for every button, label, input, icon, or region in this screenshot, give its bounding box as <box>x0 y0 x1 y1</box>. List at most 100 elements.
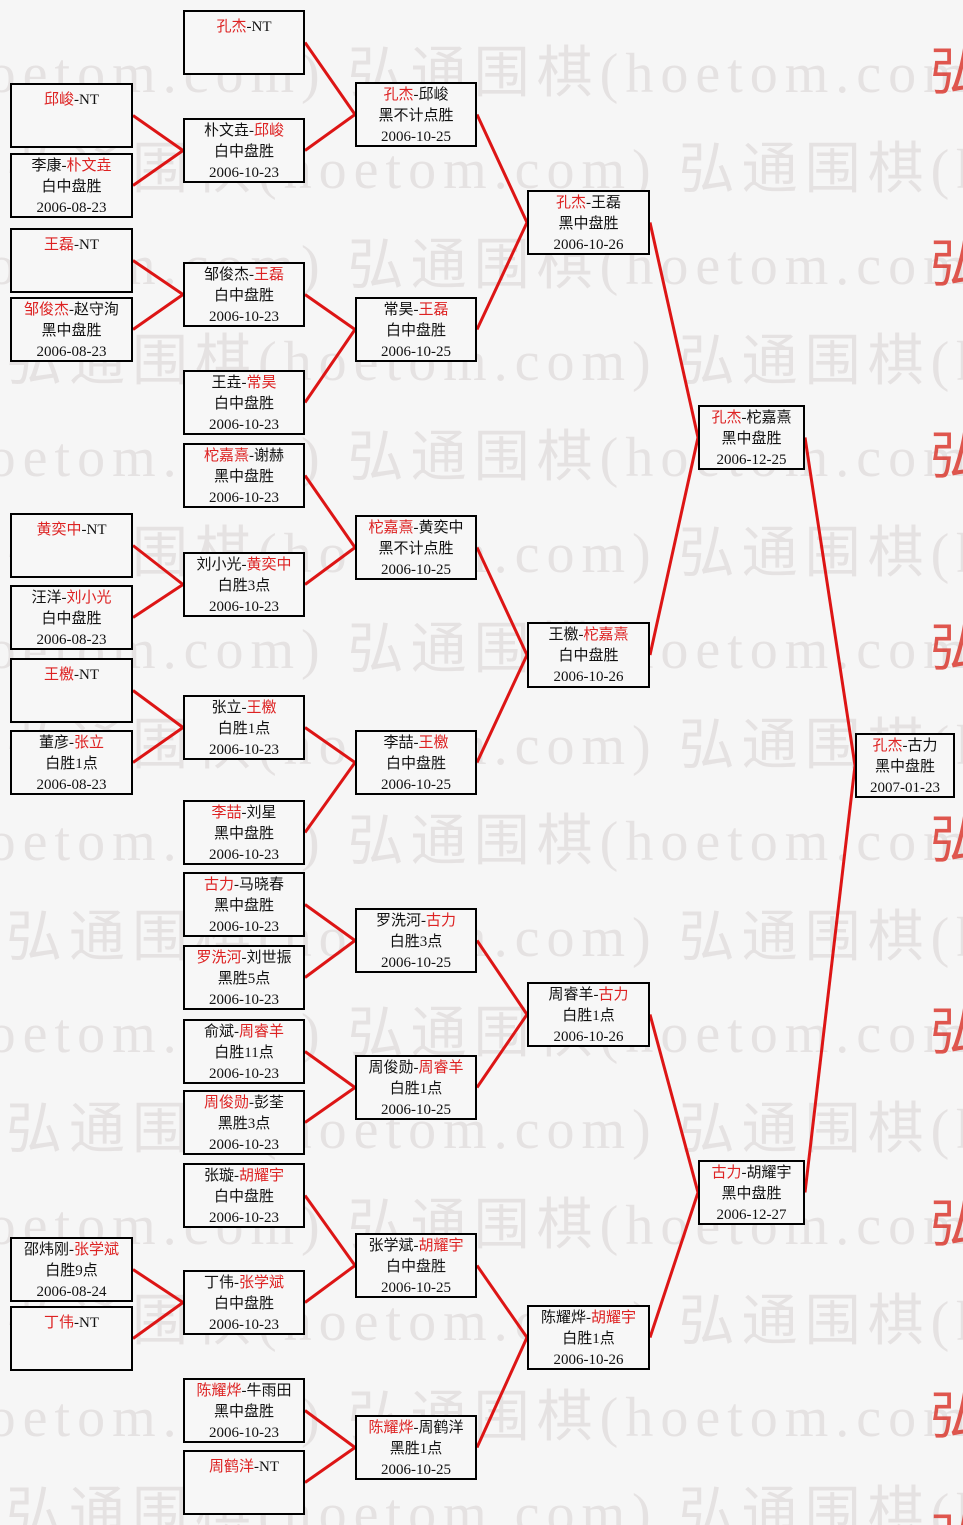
match-players: 常昊-王磊 <box>383 302 449 318</box>
match-players: 王磊-NT <box>43 237 99 253</box>
connector-line <box>475 939 529 1016</box>
watermark-red-glyph: 弘 <box>930 813 963 870</box>
match-box[interactable]: 孔杰-古力 黑中盘胜 2007-01-23 <box>855 733 955 798</box>
match-box[interactable]: 孔杰-邱峻 黑不计点胜 2006-10-25 <box>355 82 477 147</box>
match-box[interactable]: 王檄-柁嘉熹 白中盘胜 2006-10-26 <box>527 622 650 688</box>
match-result: 黑中盘胜 <box>558 216 619 232</box>
match-box[interactable]: 邵炜刚-张学斌 白胜9点 2006-08-24 <box>10 1237 133 1302</box>
match-box[interactable]: 王垚-常昊 白中盘胜 2006-10-23 <box>183 370 305 435</box>
match-box[interactable]: 李康-朴文垚 白中盘胜 2006-08-23 <box>10 153 133 218</box>
player-name: 汪洋 <box>31 590 62 606</box>
winner-name: 孔杰 <box>383 87 414 103</box>
match-box[interactable]: 陈耀烨-周鹤洋 黑胜1点 2006-10-25 <box>355 1415 477 1480</box>
connector-line <box>304 726 356 764</box>
watermark-red-glyph: 弘 <box>930 1005 963 1062</box>
winner-name: 周鹤洋 <box>208 1459 254 1475</box>
match-box[interactable]: 俞斌-周睿羊 白胜11点 2006-10-23 <box>183 1019 305 1084</box>
match-box[interactable]: 刘小光-黄奕中 白胜3点 2006-10-23 <box>183 552 305 617</box>
match-box[interactable]: 周鹤洋-NT <box>183 1450 305 1515</box>
match-box[interactable]: 周睿羊-古力 白胜1点 2006-10-26 <box>527 982 650 1047</box>
player-name: NT <box>251 19 272 35</box>
match-box[interactable]: 古力-胡耀宇 黑中盘胜 2006-12-27 <box>698 1160 805 1225</box>
match-date: 2006-08-24 <box>36 1284 107 1300</box>
match-box[interactable]: 丁伟-NT <box>10 1306 133 1371</box>
match-date: 2006-10-25 <box>381 562 451 578</box>
match-box[interactable]: 古力-马晓春 黑中盘胜 2006-10-23 <box>183 872 305 937</box>
match-box[interactable]: 邹俊杰-赵守洵 黑中盘胜 2006-08-23 <box>10 297 133 362</box>
match-result: 黑不计点胜 <box>378 541 454 557</box>
match-players: 刘小光-黄奕中 <box>196 557 292 573</box>
match-date: 2006-10-25 <box>381 1102 451 1118</box>
connector-line <box>304 1409 356 1449</box>
match-date: 2006-10-23 <box>209 1210 279 1226</box>
match-box[interactable]: 张立-王檄 白胜1点 2006-10-23 <box>183 695 305 760</box>
match-players: 张学斌-胡耀宇 <box>368 1238 464 1254</box>
match-box[interactable]: 董彦-张立 白胜1点 2006-08-23 <box>10 730 133 795</box>
match-date: 2006-10-25 <box>381 1280 451 1296</box>
match-box[interactable]: 邱峻-NT <box>10 83 133 148</box>
watermark-text: 弘通围棋(hoetom.com) 弘通围棋(hoetom.com) 弘通围棋(h… <box>0 619 963 681</box>
match-result: 黑胜5点 <box>217 971 271 987</box>
connector-line <box>304 1264 356 1304</box>
player-name: 胡耀宇 <box>746 1165 792 1181</box>
winner-name: 王檄 <box>418 735 449 751</box>
match-players: 邹俊杰-王磊 <box>203 267 285 283</box>
match-box[interactable]: 周俊勋-彭荃 黑胜3点 2006-10-23 <box>183 1090 305 1155</box>
match-box[interactable]: 柁嘉熹-黄奕中 黑不计点胜 2006-10-25 <box>355 515 477 580</box>
connector-line <box>132 689 184 729</box>
match-players: 周鹤洋-NT <box>208 1459 279 1475</box>
match-players: 黄奕中-NT <box>36 522 107 538</box>
match-date: 2006-10-25 <box>381 344 451 360</box>
winner-name: 张学斌 <box>74 1242 120 1258</box>
match-box[interactable]: 朴文垚-邱峻 白中盘胜 2006-10-23 <box>183 118 305 183</box>
match-box[interactable]: 黄奕中-NT <box>10 513 133 578</box>
winner-name: 孔杰 <box>555 195 586 211</box>
player-name: 周俊勋 <box>368 1060 414 1076</box>
match-box[interactable]: 汪洋-刘小光 白中盘胜 2006-08-23 <box>10 585 133 650</box>
match-box[interactable]: 常昊-王磊 白中盘胜 2006-10-25 <box>355 297 477 362</box>
match-players: 丁伟-张学斌 <box>203 1275 285 1291</box>
connector-line <box>475 1013 529 1089</box>
connector-line <box>303 1194 357 1267</box>
match-box[interactable]: 罗洗河-古力 白胜3点 2006-10-25 <box>355 908 477 973</box>
match-box[interactable]: 孔杰-NT <box>183 10 305 75</box>
match-players: 李喆-王檄 <box>383 735 449 751</box>
player-name: NT <box>79 92 99 108</box>
match-box[interactable]: 李喆-王檄 白中盘胜 2006-10-25 <box>355 730 477 795</box>
match-result: 黑中盘胜 <box>213 469 274 485</box>
match-date: 2006-10-23 <box>209 1066 279 1082</box>
match-date: 2007-01-23 <box>870 780 940 796</box>
match-result: 白胜1点 <box>562 1008 615 1024</box>
match-box[interactable]: 王檄-NT <box>10 658 133 723</box>
watermark-text: 弘通围棋(hoetom.com) 弘通围棋(hoetom.com) 弘通围棋(h… <box>6 1099 963 1161</box>
match-box[interactable]: 孔杰-柁嘉熹 黑中盘胜 2006-12-25 <box>698 405 805 470</box>
match-box[interactable]: 邹俊杰-王磊 白中盘胜 2006-10-23 <box>183 262 305 327</box>
player-name: 邵炜刚 <box>23 1242 69 1258</box>
match-result: 黑胜3点 <box>217 1116 271 1132</box>
connector-line <box>132 583 184 619</box>
player-name: 刘星 <box>246 805 277 821</box>
match-date: 2006-10-25 <box>381 129 451 145</box>
match-box[interactable]: 陈耀烨-胡耀宇 白胜1点 2006-10-26 <box>527 1305 650 1370</box>
match-box[interactable]: 丁伟-张学斌 白中盘胜 2006-10-23 <box>183 1270 305 1335</box>
match-box[interactable]: 张学斌-胡耀宇 白中盘胜 2006-10-25 <box>355 1233 477 1298</box>
match-date: 2006-12-25 <box>716 452 787 468</box>
winner-name: 孔杰 <box>216 19 247 35</box>
player-name: 张学斌 <box>368 1238 414 1254</box>
match-result: 白中盘胜 <box>385 1259 446 1275</box>
match-box[interactable]: 王磊-NT <box>10 228 133 293</box>
match-box[interactable]: 陈耀烨-牛雨田 黑中盘胜 2006-10-23 <box>183 1378 305 1443</box>
match-box[interactable]: 罗洗河-刘世振 黑胜5点 2006-10-23 <box>183 945 305 1010</box>
match-date: 2006-10-23 <box>209 417 279 433</box>
match-box[interactable]: 张璇-胡耀宇 白中盘胜 2006-10-23 <box>183 1163 305 1228</box>
match-box[interactable]: 孔杰-王磊 黑中盘胜 2006-10-26 <box>527 190 650 255</box>
watermark-red-glyph: 弘 <box>930 237 963 294</box>
match-result: 白中盘胜 <box>213 396 274 412</box>
match-result: 白中盘胜 <box>213 1189 274 1205</box>
match-result: 白中盘胜 <box>41 179 102 195</box>
match-box[interactable]: 柁嘉熹-谢赫 黑中盘胜 2006-10-23 <box>183 443 305 508</box>
match-result: 白中盘胜 <box>385 756 446 772</box>
match-box[interactable]: 周俊勋-周睿羊 白胜1点 2006-10-25 <box>355 1055 477 1120</box>
match-box[interactable]: 李喆-刘星 黑中盘胜 2006-10-23 <box>183 800 305 865</box>
